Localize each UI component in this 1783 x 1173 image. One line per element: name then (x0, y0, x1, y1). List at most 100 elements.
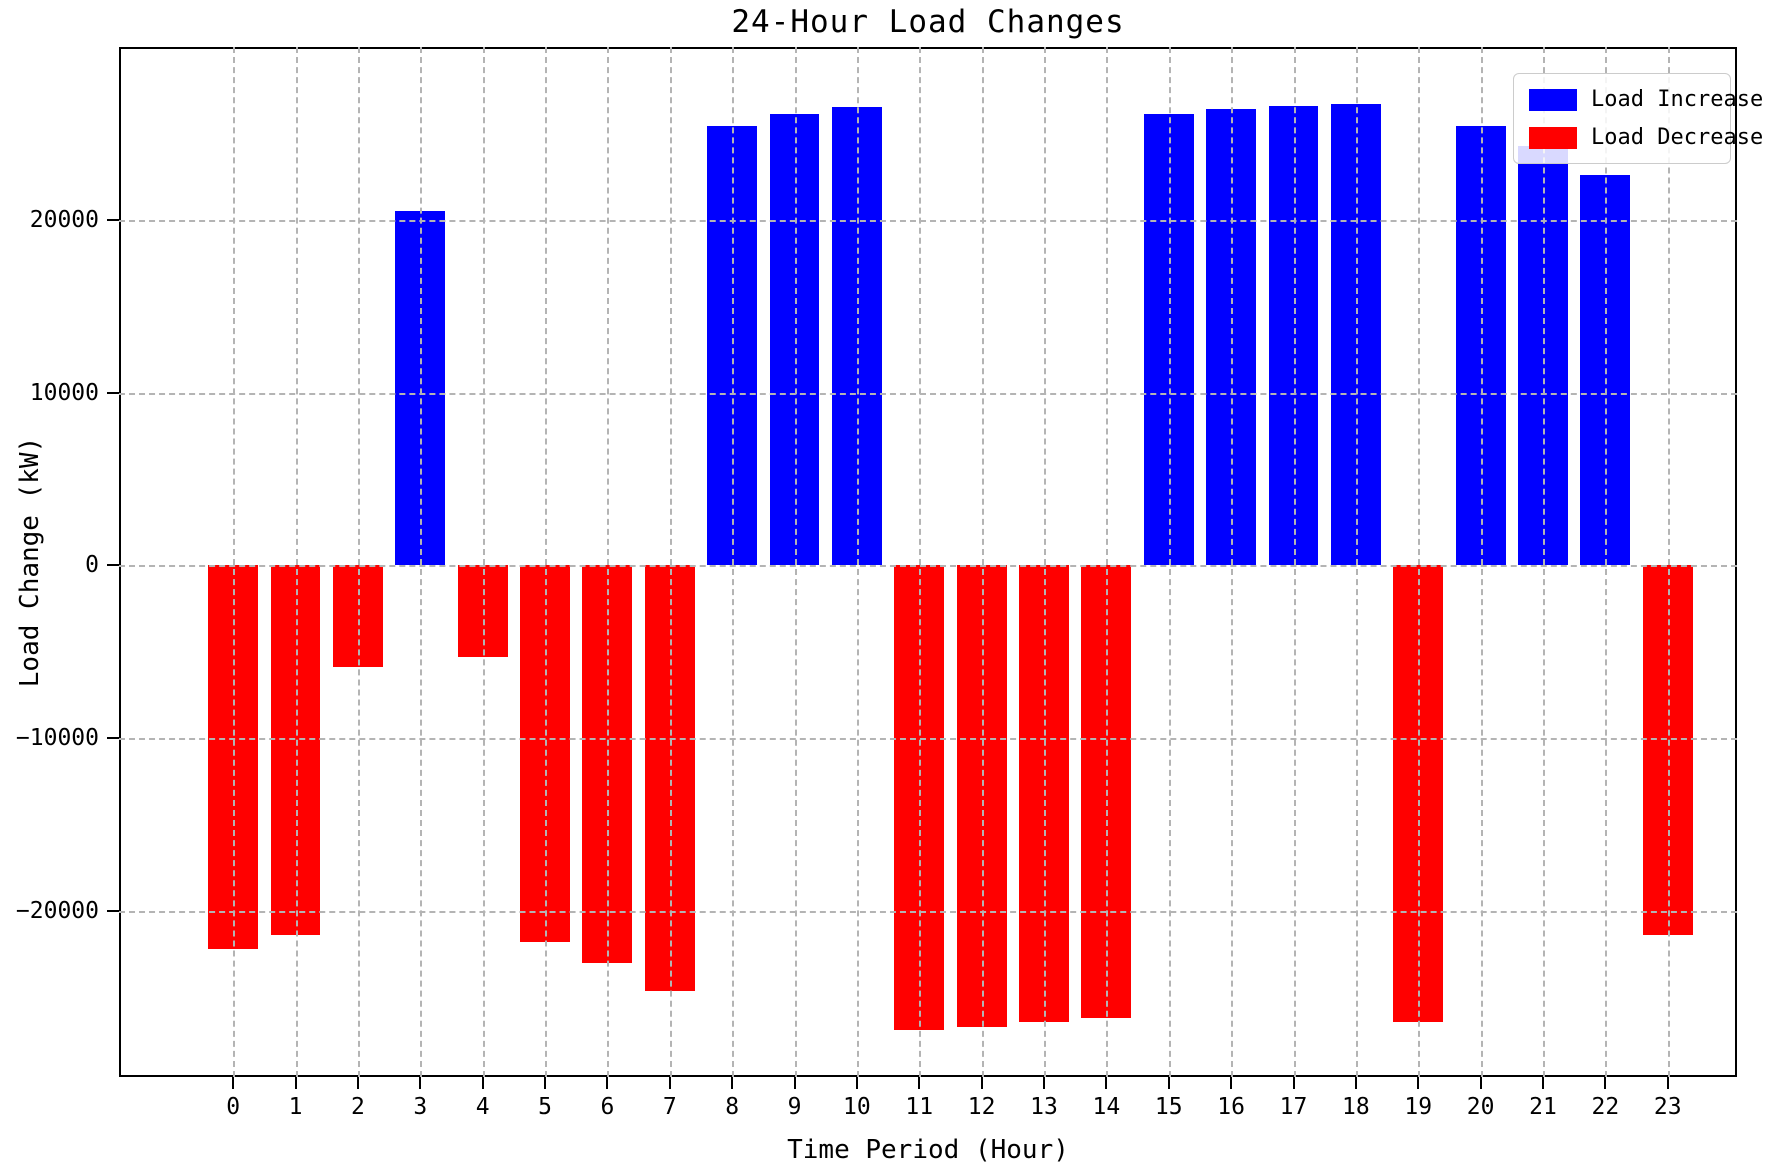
x-tick-label-15: 15 (1154, 1094, 1183, 1120)
chart-title: 24-Hour Load Changes (731, 4, 1125, 40)
x-tick-23 (1666, 1077, 1669, 1089)
x-tick-label-4: 4 (475, 1094, 490, 1120)
gridline-x-0 (233, 47, 236, 1077)
legend-label-increase: Load Increase (1591, 87, 1764, 112)
x-tick-8 (731, 1077, 734, 1089)
gridline-x-19 (1418, 47, 1421, 1077)
gridline-x-1 (295, 47, 298, 1077)
x-tick-6 (606, 1077, 609, 1089)
gridline-x-18 (1355, 47, 1358, 1077)
x-tick-label-9: 9 (787, 1094, 802, 1120)
gridline-x-23 (1667, 47, 1670, 1077)
x-tick-7 (668, 1077, 671, 1089)
bar-hour-8-increase (707, 126, 758, 566)
y-tick-0 (107, 564, 119, 567)
x-tick-10 (855, 1077, 858, 1089)
gridline-x-22 (1605, 47, 1608, 1077)
x-tick-label-20: 20 (1466, 1094, 1495, 1120)
y-tick-label-20000: 20000 (29, 206, 99, 233)
x-tick-22 (1604, 1077, 1607, 1089)
x-tick-label-8: 8 (725, 1094, 740, 1120)
legend-swatch-decrease (1529, 126, 1577, 149)
x-tick-16 (1230, 1077, 1233, 1089)
legend: Load Increase Load Decrease (1513, 73, 1763, 164)
y-tick-label--10000: −10000 (15, 725, 99, 752)
x-tick-label-1: 1 (288, 1094, 303, 1120)
x-tick-label-14: 14 (1092, 1094, 1121, 1120)
x-axis-label: Time Period (Hour) (787, 1135, 1069, 1165)
x-tick-2 (356, 1077, 359, 1089)
gridline-x-6 (607, 47, 610, 1077)
bar-hour-12-decrease (956, 565, 1007, 1027)
gridline-y-10000 (119, 392, 1737, 395)
x-tick-12 (980, 1077, 983, 1089)
gridline-x-21 (1543, 47, 1545, 1077)
bar-hour-7-decrease (644, 565, 695, 991)
y-tick-label--20000: −20000 (15, 898, 99, 925)
x-tick-18 (1354, 1077, 1357, 1089)
gridline-x-8 (732, 47, 735, 1077)
x-tick-19 (1417, 1077, 1420, 1089)
y-tick-label-0: 0 (85, 552, 99, 579)
gridline-x-13 (1044, 47, 1047, 1077)
x-tick-15 (1167, 1077, 1170, 1089)
gridline-x-4 (482, 47, 485, 1077)
gridline-x-20 (1480, 47, 1483, 1077)
x-tick-label-23: 23 (1653, 1094, 1682, 1120)
x-tick-label-2: 2 (350, 1094, 365, 1120)
y-tick--20000 (107, 910, 119, 913)
bar-hour-15-increase (1143, 114, 1194, 566)
gridline-x-14 (1106, 47, 1109, 1077)
bar-hour-3-increase (395, 211, 446, 566)
x-tick-label-10: 10 (843, 1094, 871, 1120)
bar-hour-4-decrease (457, 565, 508, 658)
legend-item-load-decrease: Load Decrease (1529, 125, 1763, 150)
bar-hour-14-decrease (1081, 565, 1132, 1019)
x-tick-label-11: 11 (905, 1094, 934, 1120)
x-tick-label-5: 5 (538, 1094, 552, 1120)
legend-swatch-increase (1529, 88, 1577, 111)
x-tick-9 (793, 1077, 796, 1089)
x-tick-17 (1292, 1077, 1295, 1089)
x-tick-label-17: 17 (1279, 1094, 1308, 1120)
y-tick--10000 (107, 737, 119, 740)
x-tick-label-0: 0 (226, 1094, 241, 1120)
gridline-y--20000 (119, 911, 1737, 914)
x-tick-0 (232, 1077, 235, 1089)
x-tick-13 (1043, 1077, 1046, 1089)
x-tick-label-16: 16 (1217, 1094, 1245, 1120)
bar-hour-16-increase (1206, 109, 1257, 566)
x-tick-label-18: 18 (1342, 1094, 1370, 1120)
x-tick-5 (544, 1077, 547, 1089)
gridline-x-10 (856, 47, 859, 1077)
bar-hour-10-increase (831, 107, 882, 566)
bar-hour-5-decrease (520, 565, 570, 943)
bar-hour-11-decrease (894, 565, 945, 1031)
bar-hour-13-decrease (1019, 565, 1069, 1022)
x-tick-14 (1105, 1077, 1108, 1089)
x-tick-21 (1542, 1077, 1544, 1089)
x-tick-label-21: 21 (1529, 1094, 1557, 1120)
x-tick-label-22: 22 (1591, 1094, 1620, 1120)
y-tick-20000 (107, 218, 119, 221)
x-tick-11 (918, 1077, 921, 1089)
gridline-y--10000 (119, 738, 1737, 741)
legend-label-decrease: Load Decrease (1591, 125, 1764, 150)
gridline-x-9 (794, 47, 797, 1077)
gridline-x-5 (545, 47, 548, 1077)
x-tick-label-7: 7 (662, 1094, 677, 1120)
x-tick-1 (294, 1077, 297, 1089)
gridline-x-3 (420, 47, 423, 1077)
bar-hour-0-decrease (208, 565, 259, 950)
gridline-y-20000 (119, 219, 1737, 222)
bar-hour-6-decrease (582, 565, 633, 963)
gridline-y-0 (119, 565, 1737, 568)
legend-item-load-increase: Load Increase (1529, 87, 1763, 112)
gridline-x-11 (919, 47, 922, 1077)
bar-hour-17-increase (1268, 105, 1319, 566)
x-tick-4 (481, 1077, 484, 1089)
y-tick-label-10000: 10000 (29, 379, 99, 406)
y-tick-10000 (107, 391, 119, 394)
x-tick-label-3: 3 (413, 1094, 428, 1120)
